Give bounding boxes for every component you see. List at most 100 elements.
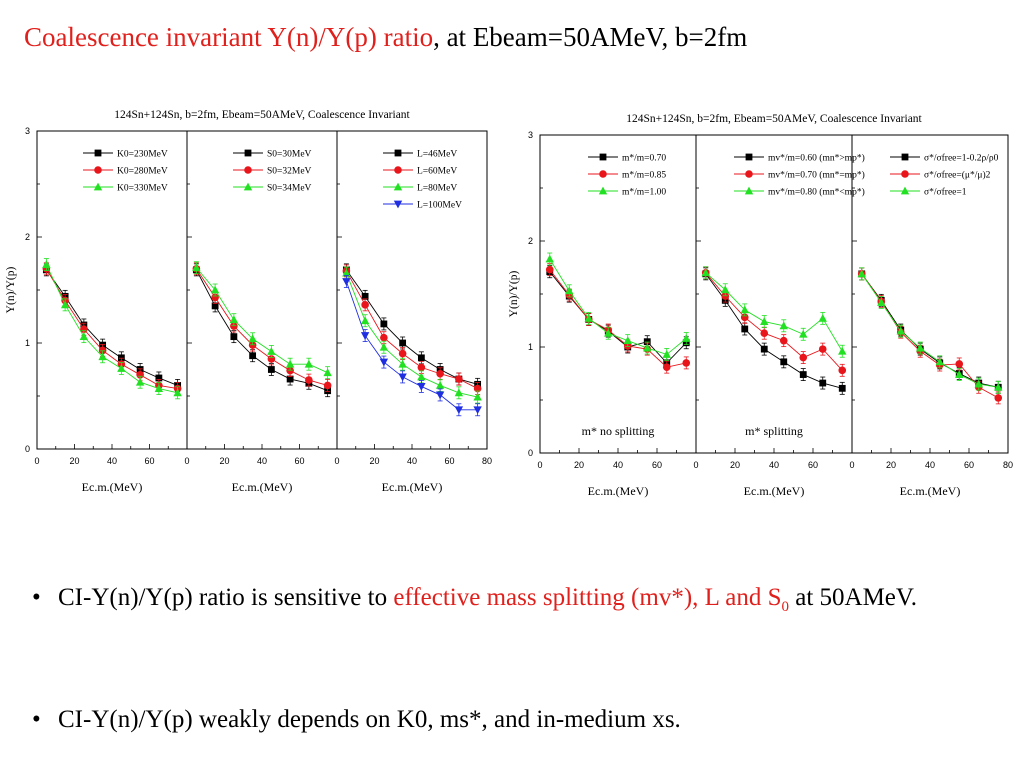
fig-left-ytick-label: 3 <box>25 126 30 136</box>
fig-left-panel-3-data-point <box>417 363 426 372</box>
fig-right-panel-2-xtick-label: 20 <box>730 460 740 470</box>
fig-right-panel-3-legend-marker <box>901 153 909 161</box>
fig-right-ytick-label: 3 <box>528 130 533 140</box>
fig-left-panel-2-xtick-label: 60 <box>294 456 304 466</box>
fig-left-panel-2-frame <box>186 130 338 450</box>
fig-left-panel-1-series-line <box>45 264 178 394</box>
fig-left-panel-2-data-point <box>285 359 295 368</box>
fig-left-panel-2-data-point <box>304 359 314 368</box>
fig-right-panel-3-legend-marker <box>900 186 910 195</box>
fig-left-panel-2-legend-marker <box>244 166 252 174</box>
fig-left-title: 124Sn+124Sn, b=2fm, Ebeam=50AMeV, Coales… <box>114 109 410 121</box>
fig-right-panel-2-legend-label: mv*/m=0.60 (mn*>mp*) <box>768 153 865 164</box>
fig-left-panel-1-legend-label: K0=330MeV <box>117 184 168 194</box>
fig-right-panel-2-data-point <box>760 345 768 353</box>
fig-left-panel-3-legend-label: L=80MeV <box>417 184 457 194</box>
fig-left-panel-3-legend-label: L=60MeV <box>417 167 457 177</box>
fig-left-panel-3-xtick-label: 40 <box>407 456 417 466</box>
fig-right-panel-2-xlabel: Ec.m.(MeV) <box>744 484 805 498</box>
fig-right-panel-2-data-point <box>740 313 749 322</box>
fig-right-panel-2-frame <box>695 134 853 454</box>
fig-right-panel-1-xlabel: Ec.m.(MeV) <box>588 484 649 498</box>
fig-right-panel-2-data-point <box>819 379 827 387</box>
fig-left-panel-2-data-point <box>267 355 276 363</box>
fig-right-ytick-label: 2 <box>528 236 533 246</box>
fig-right-panel-3-data-point <box>857 269 866 278</box>
fig-right-panel-1-series-line <box>549 269 687 368</box>
fig-right-panel-1-legend-label: m*/m=0.70 <box>622 154 666 164</box>
fig-right-panel-1-xtick-label: 0 <box>537 460 542 470</box>
bullet-1: • CI-Y(n)/Y(p) ratio is sensitive to effe… <box>32 578 992 627</box>
fig-right-panel-3-xtick-label: 0 <box>849 460 854 470</box>
bullet-dot: • <box>32 706 41 733</box>
fig-left-panel-3-data-point <box>342 268 351 277</box>
fig-left-panel-3-legend-label: L=46MeV <box>417 150 457 160</box>
fig-right-panel-2-data-point <box>799 353 808 362</box>
fig-right-panel-3-data-point <box>955 370 964 378</box>
fig-right-panel-2-legend-marker <box>745 153 753 161</box>
fig-right-panel-2-legend-marker <box>744 186 754 195</box>
fig-right-panel-1-frame <box>539 134 697 454</box>
fig-left-panel-1-legend-marker <box>93 182 103 191</box>
fig-left-panel-2-data-point <box>192 263 201 272</box>
slide-title: Coalescence invariant Y(n)/Y(p) ratio, a… <box>24 22 747 53</box>
bullet-2: • CI-Y(n)/Y(p) weakly depends on K0, ms*,… <box>32 700 992 740</box>
fig-left-panel-2-data-point <box>323 381 332 390</box>
fig-right-panel-2-data-point <box>799 329 808 338</box>
fig-left-panel-1-data-point <box>135 377 145 386</box>
fig-left-panel-3-data-point <box>417 383 426 391</box>
fig-right-panel-2-legend-label: mv*/m=0.80 (mn*<mp*) <box>768 187 865 198</box>
fig-left-panel-2-data-point <box>210 285 220 294</box>
fig-right-panel-3-series-line <box>861 273 999 399</box>
fig-left-panel-1-legend-marker <box>94 166 102 174</box>
fig-left-panel-3-data-point <box>454 406 464 415</box>
fig-left-panel-3-data-point <box>473 392 482 401</box>
fig-right-panel-2-data-point <box>741 325 749 333</box>
fig-right-panel-2-data-point <box>740 305 749 314</box>
fig-left-panel-3-xtick-label: 20 <box>369 456 379 466</box>
fig-right-panel-3-legend-label: σ*/σfree=1-0.2ρ/ρ0 <box>924 153 999 164</box>
fig-right-panel-2-data-point <box>701 268 710 277</box>
fig-right-ylabel: Y(n)/Y(p) <box>508 271 520 318</box>
fig-right-panel-3-xtick-label: 40 <box>925 460 935 470</box>
fig-left-panel-1-data-point <box>60 300 70 309</box>
fig-left-panel-2-legend-marker <box>243 182 253 191</box>
fig-left-panel-3-data-point <box>454 388 464 397</box>
fig-left-panel-3-frame <box>336 130 488 450</box>
fig-left-panel-2-legend-label: S0=30MeV <box>267 150 312 160</box>
fig-right-panel-3-xtick-label: 80 <box>1003 460 1013 470</box>
fig-left-panel-1-frame <box>36 130 188 450</box>
fig-right-panel-2-data-point <box>838 366 847 375</box>
fig-left-panel-2-series-line <box>196 267 328 374</box>
fig-left-panel-3-data-point <box>342 278 351 286</box>
fig-left-panel-3-data-point <box>360 316 370 325</box>
fig-right-panel-1-legend-marker <box>598 186 608 195</box>
fig-left-panel-3-xlabel: Ec.m.(MeV) <box>382 480 443 494</box>
fig-left-panel-2-xtick-label: 20 <box>219 456 229 466</box>
fig-left-panel-3-legend-marker <box>393 200 403 209</box>
fig-left-panel-1-data-point <box>98 352 107 361</box>
fig-left-panel-2-data-point <box>211 302 219 310</box>
fig-left-panel-3-data-point <box>399 339 407 347</box>
fig-right-panel-1-data-point <box>682 359 691 367</box>
fig-right-panel-2-data-point <box>721 285 730 294</box>
fig-left-panel-2-data-point <box>305 376 313 384</box>
bullet-1-text-b: at 50AMeV. <box>788 584 917 611</box>
fig-left-panel-3-data-point <box>360 332 370 340</box>
fig-right-panel-1-legend-marker <box>599 170 607 178</box>
fig-right-panel-3-data-point <box>955 360 964 368</box>
fig-right-panel-2-data-point <box>779 321 788 330</box>
fig-left-ytick-label: 0 <box>25 444 30 454</box>
fig-left-panel-1-series-line <box>45 268 178 390</box>
fig-right-panel-2-data-point <box>818 313 827 322</box>
fig-left-panel-3-data-point <box>398 373 407 382</box>
bullet-1-highlight-sub: 0 <box>781 599 789 615</box>
fig-right-panel-1-data-point <box>604 328 613 337</box>
fig-left-panel-3-legend-marker <box>394 166 402 174</box>
fig-right-panel-1-data-point <box>643 343 652 352</box>
fig-left-panel-3-data-point <box>361 292 369 300</box>
fig-right-ytick-label: 1 <box>528 342 533 352</box>
fig-left-panel-3-legend-marker <box>393 182 403 191</box>
fig-left-panel-1-xtick-label: 40 <box>107 456 117 466</box>
fig-left-panel-3-data-point <box>379 358 389 367</box>
